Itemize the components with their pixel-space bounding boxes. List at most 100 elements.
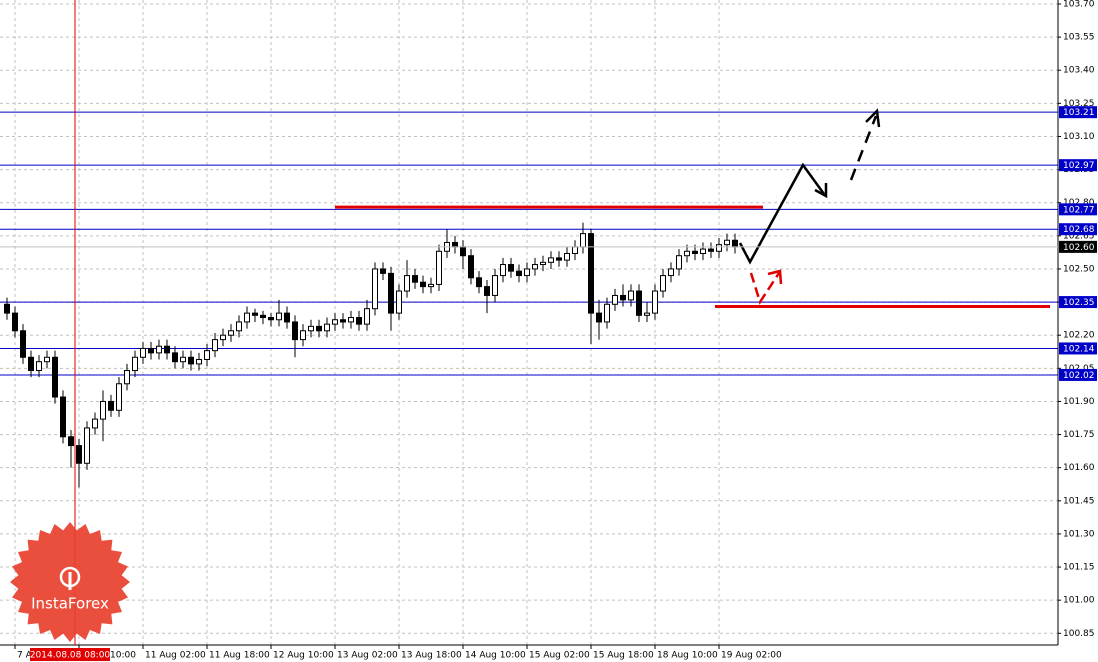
candle-body bbox=[356, 317, 362, 325]
x-tick-label: 11 Aug 18:00 bbox=[209, 651, 270, 661]
candle-body bbox=[556, 257, 562, 261]
candle-body bbox=[724, 239, 730, 246]
level-label: 102.77 bbox=[1063, 205, 1095, 215]
level-tag bbox=[1059, 223, 1097, 236]
candle-body bbox=[20, 330, 26, 358]
candle-body bbox=[500, 264, 506, 277]
candle-body bbox=[164, 345, 170, 354]
y-tick-label: 103.55 bbox=[1063, 33, 1095, 43]
candle-body bbox=[228, 330, 234, 336]
candle-body bbox=[716, 244, 722, 252]
candle-body bbox=[132, 356, 138, 372]
level-label: 102.68 bbox=[1063, 225, 1095, 235]
candle-body bbox=[268, 317, 274, 321]
candle-body bbox=[684, 250, 690, 257]
arrow-head bbox=[865, 108, 881, 128]
candle-body bbox=[548, 257, 554, 263]
candle-body bbox=[660, 275, 666, 292]
candle-body bbox=[644, 312, 650, 316]
y-tick-label: 103.70 bbox=[1063, 0, 1095, 9]
candle-body bbox=[484, 286, 490, 296]
y-tick-label: 101.15 bbox=[1063, 563, 1095, 573]
candle-body bbox=[708, 248, 714, 252]
candle-body bbox=[396, 290, 402, 314]
candle-body bbox=[284, 312, 290, 323]
candle-body bbox=[52, 356, 58, 398]
current-price-tag bbox=[1059, 240, 1097, 253]
candle-body bbox=[316, 325, 322, 332]
x-tick-label: 14 Aug 10:00 bbox=[465, 651, 526, 661]
candle-body bbox=[508, 264, 514, 272]
candle-body bbox=[380, 268, 386, 274]
candle-body bbox=[260, 314, 266, 319]
candle-body bbox=[108, 400, 114, 411]
x-tick-label: 12 Aug 10:00 bbox=[273, 651, 334, 661]
candle-body bbox=[28, 356, 34, 372]
candle-body bbox=[388, 272, 394, 314]
level-tag bbox=[1059, 203, 1097, 216]
y-tick-label: 103.10 bbox=[1063, 132, 1095, 142]
candle-body bbox=[196, 358, 202, 365]
candle-body bbox=[236, 321, 242, 332]
candle-body bbox=[60, 396, 66, 438]
level-tag bbox=[1059, 368, 1097, 381]
x-tick-label: 18 Aug 10:00 bbox=[657, 651, 718, 661]
y-tick-label: 102.50 bbox=[1063, 264, 1095, 274]
candle-body bbox=[4, 303, 10, 314]
candle-body bbox=[668, 268, 674, 277]
candle-body bbox=[124, 370, 130, 385]
candle-body bbox=[204, 350, 210, 360]
y-tick-label: 100.85 bbox=[1063, 629, 1095, 639]
forecast-path bbox=[849, 115, 878, 181]
x-tick-label: 15 Aug 02:00 bbox=[529, 651, 590, 661]
candle-body bbox=[572, 246, 578, 254]
candle-body bbox=[516, 270, 522, 277]
candle-body bbox=[492, 275, 498, 296]
candle-body bbox=[156, 345, 162, 354]
candle-body bbox=[564, 252, 570, 261]
candle-body bbox=[676, 255, 682, 270]
forecast-path bbox=[738, 162, 826, 265]
candle-body bbox=[92, 418, 98, 429]
level-label: 102.97 bbox=[1063, 161, 1095, 171]
candle-body bbox=[364, 308, 370, 325]
current-price-label: 102.60 bbox=[1063, 243, 1095, 253]
candle-body bbox=[580, 233, 586, 248]
candle-body bbox=[324, 323, 330, 332]
y-tick-label: 102.05 bbox=[1063, 364, 1095, 374]
y-tick-label: 101.00 bbox=[1063, 596, 1095, 606]
y-tick-label: 101.45 bbox=[1063, 496, 1095, 506]
y-tick-label: 101.60 bbox=[1063, 463, 1095, 473]
candle-body bbox=[140, 347, 146, 358]
x-tick-label: 11 Aug 02:00 bbox=[145, 651, 206, 661]
candle-body bbox=[308, 325, 314, 332]
candle-body bbox=[540, 261, 546, 266]
candle-body bbox=[628, 290, 634, 301]
level-tag bbox=[1059, 159, 1097, 172]
candle-body bbox=[12, 312, 18, 332]
candle-body bbox=[180, 356, 186, 363]
candle-body bbox=[420, 281, 426, 288]
candle-body bbox=[468, 255, 474, 279]
candle-body bbox=[436, 250, 442, 285]
logo-text: InstaForex bbox=[31, 595, 109, 613]
y-tick-label: 102.65 bbox=[1063, 231, 1095, 241]
candle-body bbox=[404, 275, 410, 292]
y-tick-label: 101.30 bbox=[1063, 529, 1095, 539]
x-tick-label: 13 Aug 18:00 bbox=[401, 651, 462, 661]
level-label: 103.21 bbox=[1063, 108, 1095, 118]
candle-body bbox=[148, 347, 154, 354]
y-tick-label: 103.40 bbox=[1063, 66, 1095, 76]
candle-body bbox=[292, 321, 298, 341]
candle-body bbox=[476, 277, 482, 288]
candle-body bbox=[340, 319, 346, 323]
candle-body bbox=[84, 427, 90, 464]
candle-body bbox=[252, 312, 258, 316]
y-tick-label: 102.20 bbox=[1063, 331, 1095, 341]
y-tick-label: 101.75 bbox=[1063, 430, 1095, 440]
candle-body bbox=[372, 268, 378, 310]
candle-body bbox=[596, 312, 602, 323]
candle-body bbox=[732, 239, 738, 248]
red-arrow bbox=[749, 272, 781, 305]
